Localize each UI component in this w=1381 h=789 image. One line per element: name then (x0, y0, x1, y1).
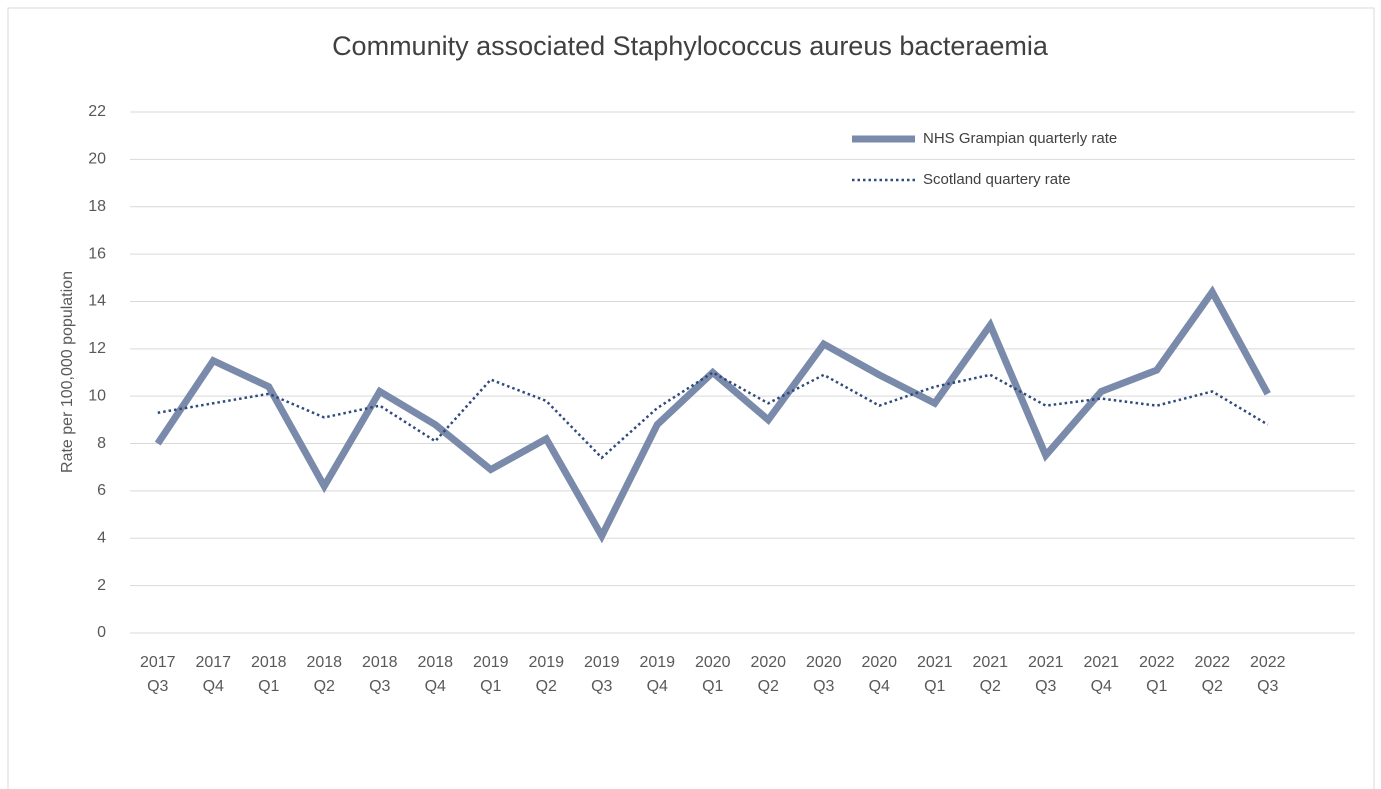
x-tick-label-line: 2017 (140, 654, 176, 671)
x-tick-label-line: Q3 (1257, 678, 1278, 695)
x-tick-label: 2018 Q3 (362, 654, 398, 695)
x-tick-label-line: 2022 (1194, 654, 1230, 671)
x-tick-label-line: 2018 (251, 654, 287, 671)
x-tick-label-line: 2019 (639, 654, 675, 671)
x-tick-label: 2017 Q3 (140, 654, 176, 695)
x-tick-label-line: Q2 (1202, 678, 1223, 695)
x-tick-label-line: 2019 (528, 654, 564, 671)
x-tick-label-line: 2018 (362, 654, 398, 671)
x-tick-label: 2021 Q1 (917, 654, 953, 695)
x-tick-label-line: Q3 (369, 678, 390, 695)
x-tick-label-line: Q1 (702, 678, 723, 695)
y-tick-label: 18 (88, 198, 106, 215)
x-tick-label-line: Q2 (980, 678, 1001, 695)
x-tick-label-line: Q2 (758, 678, 779, 695)
x-tick-label: 2017 Q4 (195, 654, 231, 695)
y-tick-label: 14 (88, 293, 106, 310)
x-tick-label-line: Q1 (258, 678, 279, 695)
series-line (154, 285, 1271, 544)
x-tick-label: 2021 Q2 (972, 654, 1008, 695)
x-tick-label-line: Q4 (647, 678, 668, 695)
x-tick-label: 2022 Q1 (1139, 654, 1175, 695)
x-tick-label: 2020 Q2 (750, 654, 786, 695)
x-tick-label: 2020 Q4 (861, 654, 897, 695)
series-line (157, 371, 1269, 460)
y-tick-label: 20 (88, 151, 106, 168)
x-tick-label-line: Q4 (203, 678, 224, 695)
x-tick-label-line: Q1 (480, 678, 501, 695)
chart-border (7, 7, 1375, 789)
y-tick-label: 4 (97, 529, 106, 546)
x-tick-label-line: Q3 (591, 678, 612, 695)
x-tick-label: 2021 Q3 (1028, 654, 1064, 695)
y-tick-label: 2 (97, 577, 106, 594)
x-tick-label-line: 2020 (750, 654, 786, 671)
x-tick-label: 2019 Q2 (528, 654, 564, 695)
x-tick-label-line: 2020 (806, 654, 842, 671)
x-tick-label-line: 2020 (695, 654, 731, 671)
legend-label: NHS Grampian quarterly rate (923, 130, 1117, 147)
x-tick-label: 2021 Q4 (1083, 654, 1119, 695)
x-tick-label: 2019 Q1 (473, 654, 509, 695)
x-tick-label-line: 2022 (1139, 654, 1175, 671)
x-tick-label: 2018 Q1 (251, 654, 287, 695)
y-tick-label: 16 (88, 245, 106, 262)
x-tick-label-line: 2018 (417, 654, 453, 671)
y-tick-label: 12 (88, 340, 106, 357)
x-tick-label-line: 2020 (861, 654, 897, 671)
x-tick-label-line: Q2 (314, 678, 335, 695)
x-tick-label: 2019 Q3 (584, 654, 620, 695)
x-tick-label-line: Q3 (1035, 678, 1056, 695)
x-tick-label: 2020 Q3 (806, 654, 842, 695)
x-tick-label-line: 2021 (972, 654, 1008, 671)
x-tick-label: 2022 Q3 (1250, 654, 1286, 695)
x-tick-label-line: 2021 (1083, 654, 1119, 671)
x-tick-label-line: Q2 (536, 678, 557, 695)
x-tick-label: 2018 Q4 (417, 654, 453, 695)
chart-title: Community associated Staphylococcus aure… (332, 31, 1049, 61)
y-tick-label: 0 (97, 624, 106, 641)
y-tick-label: 22 (88, 103, 106, 120)
x-tick-label-line: Q3 (147, 678, 168, 695)
x-tick-label-line: 2019 (473, 654, 509, 671)
x-tick-label-line: 2018 (306, 654, 342, 671)
x-tick-label-line: Q1 (924, 678, 945, 695)
x-tick-label-line: Q4 (869, 678, 890, 695)
y-tick-label: 6 (97, 482, 106, 499)
y-tick-label: 10 (88, 387, 106, 404)
x-tick-label: 2020 Q1 (695, 654, 731, 695)
x-tick-label: 2022 Q2 (1194, 654, 1230, 695)
x-tick-label-line: 2021 (917, 654, 953, 671)
x-tick-label-line: 2017 (195, 654, 231, 671)
x-tick-label: 2018 Q2 (306, 654, 342, 695)
x-tick-label-line: Q4 (425, 678, 446, 695)
x-tick-label-line: 2022 (1250, 654, 1286, 671)
x-tick-label-line: Q1 (1146, 678, 1167, 695)
x-tick-label-line: Q4 (1091, 678, 1112, 695)
legend-label: Scotland quartery rate (923, 171, 1071, 188)
y-tick-label: 8 (97, 435, 106, 452)
x-tick-label-line: 2019 (584, 654, 620, 671)
x-tick-label: 2019 Q4 (639, 654, 675, 695)
x-tick-label-line: 2021 (1028, 654, 1064, 671)
x-tick-label-line: Q3 (813, 678, 834, 695)
y-axis-label: Rate per 100,000 population (59, 271, 76, 473)
